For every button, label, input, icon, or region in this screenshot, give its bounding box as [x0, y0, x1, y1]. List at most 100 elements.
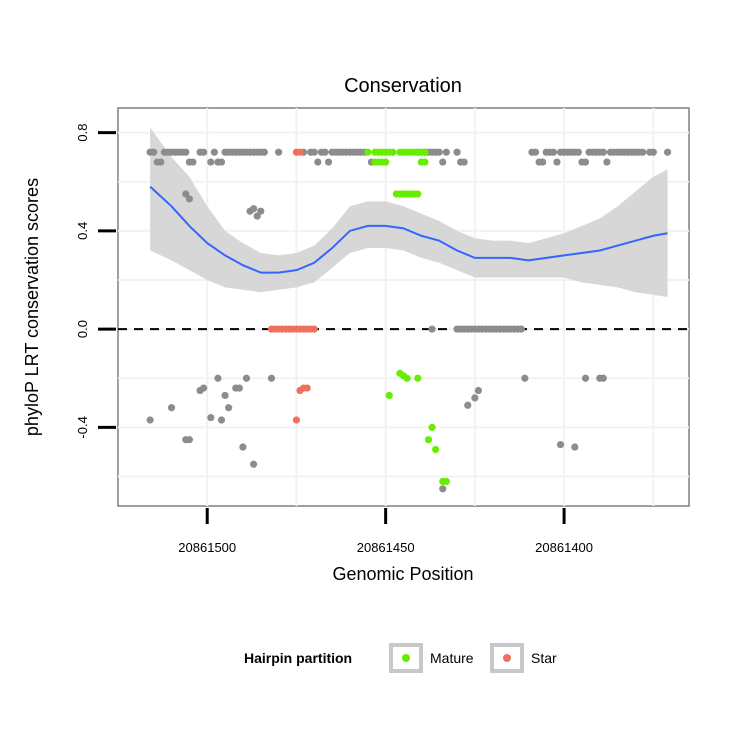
- x-tick-label: 20861400: [535, 540, 593, 555]
- legend-label-star: Star: [531, 650, 557, 666]
- point-other: [599, 374, 607, 382]
- point-other: [200, 384, 208, 392]
- point-star: [292, 416, 301, 424]
- x-tick-label: 20861450: [357, 540, 415, 555]
- point-other: [460, 158, 468, 166]
- y-tick-label: 0.8: [75, 124, 90, 142]
- point-star: [303, 384, 311, 392]
- point-mature: [421, 148, 429, 156]
- point-other: [250, 460, 258, 468]
- confidence-band: [150, 127, 668, 298]
- smooth-fit-line: [149, 185, 668, 274]
- smooth-line-path: [149, 185, 668, 274]
- point-other: [639, 148, 647, 156]
- point-other: [517, 325, 525, 333]
- point-other: [189, 158, 197, 166]
- x-tick-label: 20861500: [178, 540, 236, 555]
- point-other: [167, 404, 176, 412]
- point-other: [428, 325, 436, 333]
- point-star: [310, 325, 318, 333]
- point-other: [603, 158, 611, 166]
- point-other: [321, 148, 329, 156]
- point-other: [210, 148, 218, 156]
- point-other: [225, 404, 233, 412]
- point-other: [649, 148, 657, 156]
- point-other: [207, 413, 215, 422]
- point-other: [314, 158, 322, 166]
- y-axis: -0.4 0.0 0.4 0.8: [75, 124, 116, 439]
- point-other: [217, 158, 226, 166]
- point-other: [439, 485, 447, 493]
- point-other: [267, 374, 276, 382]
- point-other: [239, 443, 247, 451]
- legend-marker-mature: [402, 654, 410, 662]
- point-other: [474, 386, 483, 395]
- point-star: [296, 148, 304, 156]
- y-tick-label: 0.4: [75, 222, 90, 240]
- point-other: [182, 148, 190, 156]
- point-mature: [417, 158, 425, 166]
- point-other: [274, 148, 283, 156]
- point-mature: [442, 477, 450, 486]
- point-other: [257, 207, 265, 215]
- point-other: [185, 436, 193, 444]
- point-other: [435, 148, 443, 156]
- point-mature: [432, 445, 440, 454]
- point-other: [531, 148, 540, 156]
- point-mature: [385, 391, 393, 400]
- point-mature: [414, 190, 422, 198]
- point-mature: [428, 423, 436, 431]
- point-other: [453, 148, 461, 156]
- x-axis-title: Genomic Position: [332, 564, 473, 584]
- point-other: [157, 158, 165, 166]
- point-other: [200, 148, 208, 156]
- data-points: [146, 148, 672, 493]
- point-other: [539, 158, 547, 166]
- point-other: [571, 443, 579, 451]
- point-other: [242, 374, 251, 382]
- point-other: [549, 148, 557, 156]
- point-other: [214, 374, 222, 382]
- plot-panel: [117, 107, 690, 507]
- point-other: [310, 148, 318, 156]
- point-mature: [371, 158, 379, 166]
- point-mature: [389, 148, 397, 156]
- legend-title: Hairpin partition: [244, 650, 352, 666]
- point-other: [464, 401, 472, 409]
- point-other: [324, 158, 333, 166]
- point-mature: [414, 374, 422, 382]
- plot-area: [117, 107, 690, 507]
- point-other: [250, 205, 258, 213]
- point-other: [221, 391, 229, 400]
- point-other: [146, 416, 154, 424]
- point-other: [439, 158, 447, 166]
- y-tick-label: -0.4: [75, 416, 90, 438]
- point-other: [556, 440, 565, 449]
- point-other: [150, 148, 158, 156]
- point-other: [235, 384, 243, 392]
- point-other: [217, 416, 226, 424]
- point-other: [599, 148, 607, 156]
- point-other: [521, 374, 529, 382]
- point-other: [553, 158, 561, 166]
- point-other: [207, 158, 215, 166]
- point-mature: [364, 148, 372, 156]
- legend-label-mature: Mature: [430, 650, 474, 666]
- legend-marker-star: [503, 654, 511, 662]
- point-mature: [403, 374, 411, 382]
- point-other: [442, 148, 450, 156]
- y-tick-label: 0.0: [75, 320, 90, 338]
- point-other: [663, 148, 672, 156]
- legend: Hairpin partition Mature Star: [244, 643, 557, 673]
- confidence-band-area: [150, 127, 668, 298]
- point-other: [260, 148, 268, 156]
- point-other: [185, 195, 193, 203]
- x-axis: 20861500 20861450 20861400: [178, 508, 593, 555]
- point-other: [581, 374, 590, 382]
- point-other: [581, 158, 590, 166]
- point-other: [574, 148, 582, 156]
- point-mature: [424, 436, 433, 444]
- chart-title: Conservation: [344, 75, 462, 97]
- point-other: [471, 394, 479, 402]
